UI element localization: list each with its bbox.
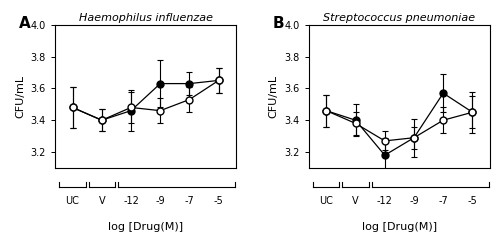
Text: UC: UC	[320, 196, 333, 206]
Text: log [Drug(M)]: log [Drug(M)]	[108, 222, 183, 232]
Text: -7: -7	[184, 196, 194, 206]
Text: V: V	[98, 196, 105, 206]
Title: Streptococcus pneumoniae: Streptococcus pneumoniae	[324, 13, 476, 22]
Text: -12: -12	[123, 196, 139, 206]
Text: log [Drug(M)]: log [Drug(M)]	[362, 222, 437, 232]
Y-axis label: CFU/mL: CFU/mL	[269, 75, 279, 118]
Y-axis label: CFU/mL: CFU/mL	[15, 75, 25, 118]
Text: UC: UC	[66, 196, 80, 206]
Text: -9: -9	[409, 196, 419, 206]
Text: -5: -5	[214, 196, 224, 206]
Text: V: V	[352, 196, 359, 206]
Text: -9: -9	[156, 196, 165, 206]
Text: A: A	[19, 16, 30, 31]
Text: -7: -7	[438, 196, 448, 206]
Title: Haemophilus influenzae: Haemophilus influenzae	[78, 13, 212, 22]
Text: B: B	[272, 16, 284, 31]
Text: -5: -5	[468, 196, 477, 206]
Text: -12: -12	[377, 196, 392, 206]
